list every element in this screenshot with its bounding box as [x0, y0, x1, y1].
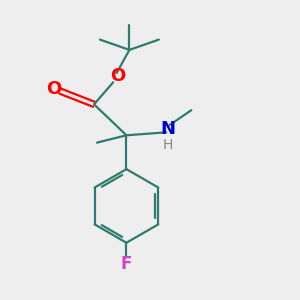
Text: F: F	[121, 255, 132, 273]
Text: O: O	[110, 67, 125, 85]
Text: N: N	[160, 120, 175, 138]
Text: H: H	[163, 138, 173, 152]
Text: O: O	[46, 80, 61, 98]
